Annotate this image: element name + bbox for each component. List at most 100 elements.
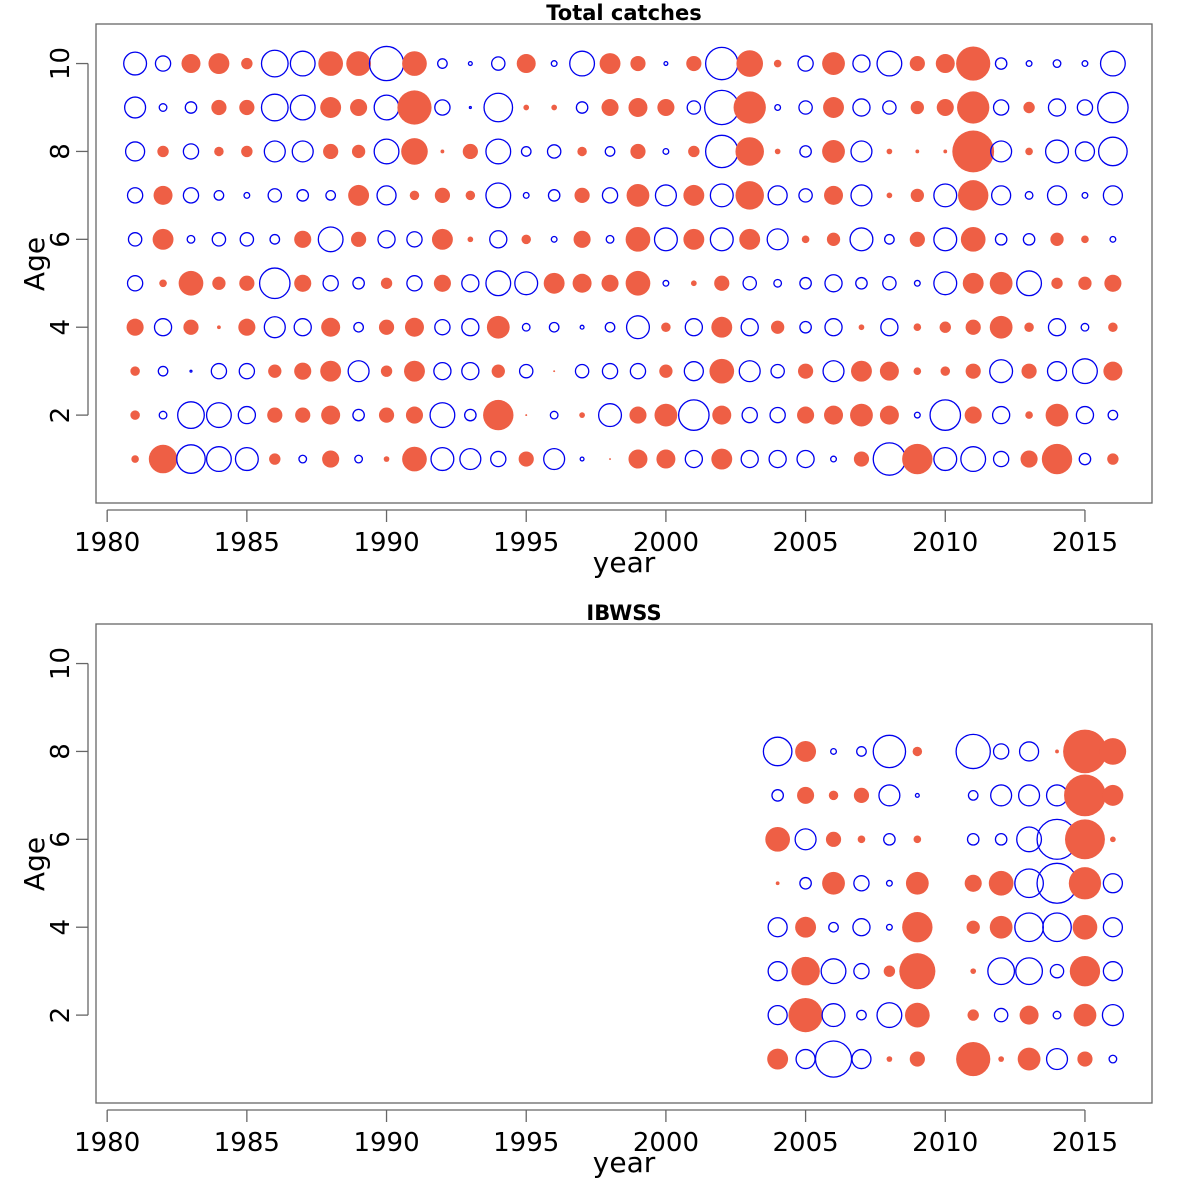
bubble-age10-1996	[550, 60, 558, 68]
bubble-age3-2004	[767, 961, 788, 982]
bubble-age7-2000	[654, 184, 678, 207]
bubble-age8-2001	[688, 145, 700, 158]
bubble-age3-2004	[770, 363, 785, 379]
bubble-age8-1982	[157, 145, 169, 158]
bubble-age2-2015	[1073, 1003, 1097, 1027]
bubble-age1-2011	[956, 1041, 991, 1077]
bubble-age7-1984	[213, 189, 225, 201]
bubble-age1-1990	[383, 456, 390, 462]
bubble-age3-2016	[1102, 961, 1124, 982]
bubble-age4-1986	[263, 316, 286, 339]
x-tick-label: 2005	[773, 1128, 839, 1158]
bubble-age1-2015	[1077, 1051, 1093, 1067]
bubble-age6-1982	[152, 228, 174, 250]
bubble-age9-1984	[211, 99, 227, 116]
bubble-age5-1989	[352, 276, 365, 290]
bubble-age10-2010	[935, 54, 955, 74]
bubble-age1-1997	[579, 456, 585, 462]
bubble-age6-2013	[1016, 826, 1043, 853]
bubble-age9-1998	[601, 98, 619, 117]
bubble-age8-2013	[1025, 147, 1033, 156]
bubble-age4-2015	[1080, 322, 1090, 332]
bubble-age7-2015	[1064, 774, 1106, 817]
bubble-age7-1987	[296, 189, 310, 202]
bubble-age3-2013	[1015, 957, 1044, 986]
bubble-age4-2016	[1102, 917, 1124, 938]
bubble-age10-1984	[208, 53, 230, 75]
bubble-age10-2008	[876, 50, 903, 77]
bubble-age7-1992	[434, 187, 451, 203]
bubble-age10-1981	[123, 51, 148, 76]
bubble-age1-2001	[684, 449, 704, 469]
bubble-age7-1998	[601, 187, 619, 204]
bubble-age1-1983	[176, 444, 206, 474]
bubble-age8-2008	[872, 734, 907, 769]
bubble-age9-2007	[852, 98, 871, 117]
bubble-age3-1996	[553, 370, 556, 373]
bubble-age1-2012	[992, 450, 1010, 468]
bubble-age6-2014	[1050, 232, 1064, 246]
bubble-age5-2014	[1051, 277, 1063, 289]
bubble-age3-1989	[347, 360, 370, 383]
bubble-age3-1998	[601, 362, 619, 380]
bubble-age5-2005	[799, 876, 812, 890]
bubble-age10-2014	[1052, 59, 1062, 69]
bubble-age3-1985	[238, 362, 256, 380]
bubble-age1-2012	[998, 1056, 1004, 1062]
bubble-age3-1997	[574, 363, 590, 379]
bubble-age2-2013	[1025, 411, 1033, 419]
bubble-age3-1995	[518, 363, 534, 379]
bubble-age7-1988	[325, 189, 337, 201]
bubble-age3-1983	[189, 369, 193, 373]
bubble-age7-1993	[465, 190, 476, 201]
bubble-age3-1991	[404, 360, 425, 382]
bubble-age2-1983	[177, 401, 205, 430]
y-tick-label: 6	[46, 831, 76, 848]
bubble-age8-1984	[214, 146, 224, 157]
y-axis: 2 4 6 8 10	[46, 647, 89, 1023]
bubble-age10-2016	[1099, 50, 1126, 77]
bubble-age7-2008	[878, 784, 901, 807]
y-tick-label: 8	[46, 743, 76, 760]
bubble-age1-2004	[768, 449, 787, 469]
panel-ibwss: IBWSS 1980 1985 1990 1995 2000 2005 2010 2015 2…	[18, 601, 1153, 1179]
bubble-age2-2003	[741, 406, 758, 424]
bubble-age10-2001	[686, 55, 702, 72]
bubble-age4-1989	[353, 321, 365, 333]
bubble-age7-1989	[348, 184, 370, 206]
bubble-age7-2006	[824, 185, 844, 205]
bubble-age7-2013	[1017, 784, 1041, 807]
bubble-age2-2005	[797, 406, 815, 424]
bubble-age7-2011	[958, 180, 989, 211]
bubble-age5-2007	[853, 875, 870, 892]
bubble-age5-2012	[988, 870, 1014, 896]
bubble-age5-2011	[964, 874, 982, 892]
bubble-age2-2013	[1019, 1005, 1039, 1025]
bubble-age4-1995	[521, 322, 531, 332]
bubble-age2-2001	[677, 399, 710, 431]
bubble-age8-2006	[822, 140, 845, 163]
bubble-age5-1993	[461, 274, 480, 293]
bubble-age2-1990	[378, 407, 395, 423]
bubble-age6-2008	[883, 233, 895, 245]
bubble-age10-1995	[516, 54, 536, 74]
bubble-age8-2016	[1099, 738, 1127, 765]
bubble-age2-1989	[352, 408, 365, 422]
bubble-age7-1994	[485, 182, 512, 209]
bubbles-layer	[123, 45, 1129, 476]
bubble-age7-2007	[850, 184, 873, 207]
bubble-age1-1989	[354, 454, 364, 464]
bubble-age8-1981	[124, 141, 146, 162]
bubble-age1-1988	[322, 450, 340, 468]
bubble-age5-2015	[1068, 867, 1102, 900]
bubble-age5-2012	[989, 271, 1013, 295]
bubble-age6-2012	[994, 232, 1008, 246]
bubble-age5-1994	[485, 270, 512, 297]
bubble-age5-2000	[662, 279, 670, 287]
bubble-age6-1995	[521, 234, 531, 245]
bubble-age4-1990	[378, 319, 395, 335]
bubble-age8-2015	[1074, 141, 1096, 162]
bubble-age6-2002	[709, 227, 734, 252]
bubble-age7-2015	[1081, 191, 1089, 199]
bubble-age5-2002	[714, 275, 730, 291]
